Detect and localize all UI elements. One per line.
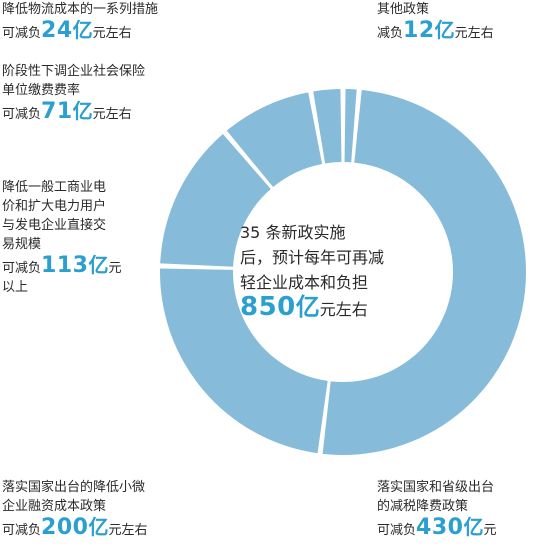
amount-suffix: 元左右 xyxy=(454,26,494,41)
label-other-amount: 减负12亿元左右 xyxy=(377,18,494,43)
amount-suffix: 元左右 xyxy=(108,523,148,538)
label-electric-line: 易规模 xyxy=(2,237,42,252)
label-social-line: 单位缴费费率 xyxy=(2,83,81,98)
center-summary: 35 条新政实施 后，预计每年可再减 轻企业成本和负担 850亿元左右 xyxy=(240,220,400,322)
label-tax-amount: 可减负430亿元 xyxy=(377,515,497,540)
label-logistics: 降低物流成本的一系列措施 可减负24亿元左右 xyxy=(2,0,158,43)
amount-value: 24 xyxy=(41,18,73,43)
amount-unit: 亿 xyxy=(72,99,93,123)
label-smallbiz-line: 企业融资成本政策 xyxy=(2,499,107,514)
amount-value: 430 xyxy=(416,515,464,540)
label-social-amount: 可减负71亿元左右 xyxy=(2,99,145,124)
label-electric: 降低一般工商业电 价和扩大电力用户 与发电企业直接交 易规模 可减负113亿元 … xyxy=(2,178,121,297)
label-social-line: 阶段性下调企业社会保险 xyxy=(2,64,146,79)
amount-value: 113 xyxy=(41,253,89,278)
amount-unit: 亿 xyxy=(88,515,109,539)
amount-prefix: 可减负 xyxy=(2,261,42,276)
label-smallbiz-line: 落实国家出台的降低小微 xyxy=(2,480,146,495)
amount-value: 12 xyxy=(403,18,435,43)
amount-prefix: 可减负 xyxy=(2,26,42,41)
label-electric-line: 与发电企业直接交 xyxy=(2,218,107,233)
donut-segment xyxy=(313,89,342,164)
amount-unit: 亿 xyxy=(88,253,109,277)
amount-suffix: 元 xyxy=(483,523,497,538)
label-logistics-amount: 可减负24亿元左右 xyxy=(2,18,158,43)
donut-segment xyxy=(160,133,271,267)
donut-segment xyxy=(226,92,323,188)
amount-prefix: 可减负 xyxy=(2,107,42,122)
amount-prefix: 可减负 xyxy=(377,523,417,538)
label-logistics-line: 降低物流成本的一系列措施 xyxy=(2,2,159,17)
center-total: 850亿元左右 xyxy=(240,292,400,322)
label-smallbiz: 落实国家出台的降低小微 企业融资成本政策 可减负200亿元左右 xyxy=(2,478,147,540)
label-social: 阶段性下调企业社会保险 单位缴费费率 可减负71亿元左右 xyxy=(2,62,145,124)
total-unit: 亿 xyxy=(295,293,320,321)
label-other: 其他政策 减负12亿元左右 xyxy=(377,0,494,43)
amount-suffix: 元左右 xyxy=(92,107,132,122)
label-other-line: 其他政策 xyxy=(377,2,430,17)
amount-prefix: 减负 xyxy=(377,26,404,41)
amount-prefix: 可减负 xyxy=(2,523,42,538)
label-electric-amount: 可减负113亿元 xyxy=(2,253,122,278)
label-tax-line: 落实国家和省级出台 xyxy=(377,480,495,495)
center-line: 轻企业成本和负担 xyxy=(240,273,369,292)
label-tax: 落实国家和省级出台 的减税降费政策 可减负430亿元 xyxy=(377,478,496,540)
label-electric-line: 价和扩大电力用户 xyxy=(2,199,107,214)
amount-unit: 亿 xyxy=(434,18,455,42)
label-smallbiz-amount: 可减负200亿元左右 xyxy=(2,515,148,540)
amount-unit: 亿 xyxy=(72,18,93,42)
amount-unit: 亿 xyxy=(463,515,484,539)
center-line: 后，预计每年可再减 xyxy=(240,248,385,267)
amount-value: 71 xyxy=(41,99,73,124)
donut-segment xyxy=(159,268,328,454)
amount-suffix: 元左右 xyxy=(92,26,132,41)
amount-suffix: 元 xyxy=(108,261,122,276)
center-line: 35 条新政实施 xyxy=(240,223,346,242)
total-value: 850 xyxy=(240,292,296,322)
label-tax-line: 的减税降费政策 xyxy=(377,499,469,514)
donut-segment xyxy=(322,89,527,456)
amount-value: 200 xyxy=(41,515,89,540)
label-electric-after: 以上 xyxy=(2,280,29,295)
donut-segment xyxy=(344,89,357,163)
total-suffix: 元左右 xyxy=(319,300,368,319)
label-electric-line: 降低一般工商业电 xyxy=(2,180,107,195)
